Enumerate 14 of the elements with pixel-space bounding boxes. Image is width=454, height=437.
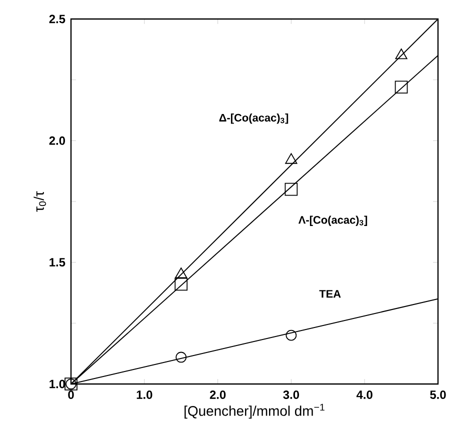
annotation: TEA: [319, 290, 341, 298]
annotation: Δ-[Co(acac)$_{3}$]: [219, 114, 288, 124]
x-axis-title: [Quencher]/mmol dm$^{−1}$: [184, 404, 324, 419]
annotation: Λ-[Co(acac)$_{3}$]: [298, 216, 368, 226]
x-tick-label: 1.0: [136, 390, 152, 399]
x-tick-label: 0: [68, 390, 74, 399]
y-tick-label: 2.0: [49, 136, 65, 145]
y-axis-title: τ$_{0}$/τ: [34, 191, 46, 212]
x-tick-label: 3.0: [283, 390, 300, 399]
x-tick-label: 2.0: [210, 390, 226, 399]
y-tick-label: 2.5: [49, 14, 66, 24]
x-tick-label: 5.0: [430, 390, 446, 399]
y-tick-label: 1.5: [50, 258, 66, 266]
x-tick-label: 4.0: [356, 390, 372, 399]
